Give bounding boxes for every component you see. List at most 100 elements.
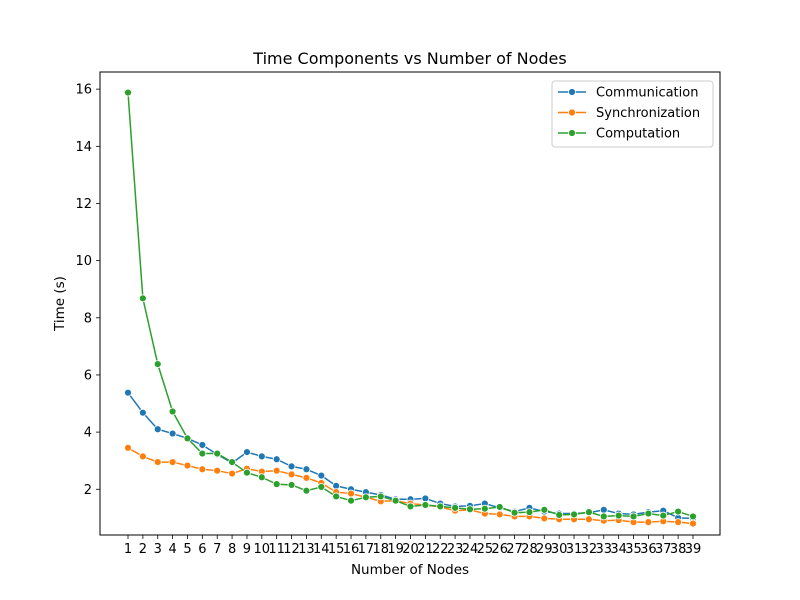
synchronization-point (347, 489, 355, 498)
x-tick-label: 35 (625, 542, 642, 557)
computation-point (183, 434, 192, 443)
legend-box (551, 80, 714, 148)
x-tick-label: 36 (640, 542, 657, 557)
synchronization-point (689, 519, 697, 528)
x-tick-label: 34 (610, 542, 627, 557)
x-tick-label: 6 (198, 542, 206, 557)
communication-point (599, 505, 608, 514)
computation-point (228, 458, 236, 467)
synchronization-point (674, 518, 683, 527)
computation-point (436, 502, 445, 511)
series-computation (124, 88, 697, 521)
synchronization-point (213, 466, 222, 475)
communication-point (153, 425, 162, 434)
x-tick-label: 11 (268, 542, 285, 557)
x-tick-label: 29 (536, 542, 553, 557)
computation-point (451, 503, 460, 512)
synchronization-point (644, 518, 653, 527)
communication-point (124, 388, 132, 397)
computation-point (406, 502, 415, 511)
computation-point (361, 493, 370, 502)
communication-point (198, 441, 207, 449)
x-tick-label: 37 (655, 542, 672, 557)
synchronization-point (183, 461, 192, 470)
computation-point (585, 508, 593, 517)
communication-point (272, 455, 281, 464)
synchronization-point (540, 514, 549, 523)
computation-point (570, 510, 578, 519)
x-tick-label: 14 (313, 542, 330, 557)
communication-point (257, 452, 266, 461)
x-tick-label: 7 (213, 542, 221, 557)
x-tick-label: 15 (328, 542, 345, 557)
x-tick-label: 1 (124, 542, 132, 557)
x-tick-label: 38 (670, 542, 687, 557)
x-tick-label: 23 (447, 542, 464, 557)
y-axis: 2 4 6 8 10 12 14 16 (75, 83, 100, 498)
computation-point (421, 501, 430, 509)
computation-point (347, 496, 355, 505)
computation-point (525, 508, 534, 517)
x-tick-label: 26 (491, 542, 508, 557)
x-tick-label: 27 (506, 542, 523, 557)
legend-marker-computation (568, 129, 576, 137)
x-tick-label: 28 (521, 542, 538, 557)
x-axis-label: Number of Nodes (351, 562, 469, 578)
x-tick-label: 39 (685, 542, 702, 557)
synchronization-point (302, 473, 311, 482)
computation-point (391, 496, 400, 505)
legend-marker-synchronization (568, 108, 576, 117)
computation-point (629, 512, 638, 521)
computation-point (168, 407, 177, 416)
y-tick-label: 8 (84, 311, 92, 326)
computation-point (243, 468, 251, 477)
x-tick-label: 25 (477, 542, 494, 557)
communication-point (138, 408, 147, 417)
x-tick-label: 33 (596, 542, 613, 557)
computation-point (495, 503, 504, 511)
x-axis: 1 2 3 4 5 6 7 8 9 1011121314151617181920212223242… (124, 535, 701, 557)
synchronization-point (228, 469, 236, 478)
x-tick-label: 22 (432, 542, 449, 557)
communication-point (317, 471, 326, 480)
computation-point (599, 512, 608, 521)
computation-point (540, 505, 549, 514)
computation-point (614, 511, 623, 520)
synchronization-point (153, 458, 162, 467)
computation-point (198, 449, 207, 458)
x-tick-label: 17 (358, 542, 375, 557)
computation-point (644, 509, 653, 518)
legend-entry-communication: Communication (558, 86, 698, 101)
x-tick-label: 21 (417, 542, 434, 557)
communication-point (168, 429, 177, 438)
computation-point (510, 508, 519, 517)
computation-point (659, 511, 668, 520)
computation-point (376, 492, 385, 501)
y-tick-label: 12 (75, 197, 92, 212)
communication-point (287, 462, 296, 471)
x-tick-label: 18 (372, 542, 389, 557)
synchronization-point (585, 515, 593, 524)
synchronization-point (138, 452, 147, 461)
computation-point (317, 483, 326, 491)
computation-point (302, 486, 311, 495)
x-tick-label: 32 (581, 542, 598, 557)
x-tick-label: 24 (462, 542, 479, 557)
synchronization-point (168, 458, 177, 467)
x-tick-label: 9 (243, 542, 251, 557)
x-tick-label: 16 (343, 542, 360, 557)
computation-point (555, 511, 564, 519)
legend-label-computation: Computation (596, 127, 680, 142)
x-tick-label: 10 (254, 542, 271, 557)
legend-label-communication: Communication (596, 86, 698, 101)
computation-point (674, 507, 683, 516)
synchronization-point (287, 470, 296, 479)
computation-point (287, 481, 296, 489)
y-tick-label: 14 (75, 140, 92, 155)
communication-point (302, 465, 311, 474)
computation-point (480, 504, 489, 513)
y-axis-label: Time (s) (52, 276, 68, 332)
x-tick-label: 30 (551, 542, 568, 557)
communication-point (243, 448, 251, 457)
